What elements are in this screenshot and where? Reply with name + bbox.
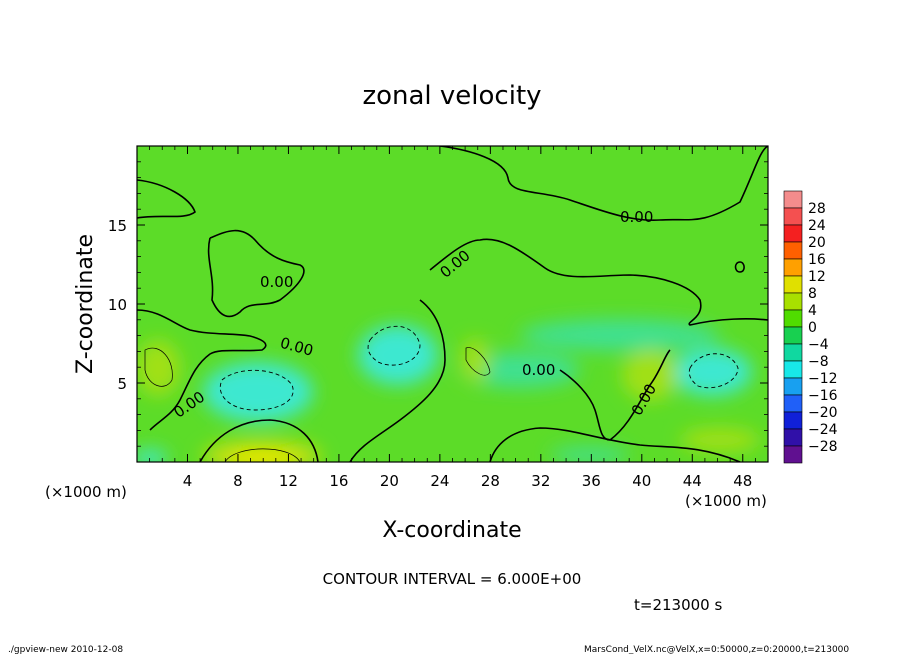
- colorbar-swatch: [783, 428, 803, 447]
- dashed-contours: [219, 325, 739, 411]
- colorbar-swatch: [783, 292, 803, 311]
- x-unit-label-right: (×1000 m): [685, 492, 767, 510]
- time-text: t=213000 s: [634, 596, 722, 614]
- colorbar-swatch: [783, 241, 803, 260]
- contour-top-main: [439, 146, 768, 221]
- field-blob-yellow-bottom: [227, 451, 297, 462]
- contour-center-loop: [349, 299, 446, 462]
- x-tick-label: 4: [183, 472, 193, 490]
- thin-contour-bottom: [224, 448, 301, 462]
- colorbar-swatch: [783, 394, 803, 413]
- contour-bottom-left: [199, 419, 319, 462]
- x-tick-label: 32: [531, 472, 550, 490]
- thin-contours: [144, 347, 491, 462]
- field-blob-teal-bottom-mid: [550, 447, 630, 462]
- colorbar-label: −28: [808, 439, 838, 455]
- field-blob-cyan-bottom-left: [137, 450, 168, 462]
- colorbar-label: 0: [808, 320, 817, 336]
- colorbar-swatch: [783, 190, 803, 209]
- thin-contour-center: [465, 347, 491, 376]
- colorbar-label: −20: [808, 405, 838, 421]
- colorbar-swatch: [783, 309, 803, 328]
- colorbar-swatch: [783, 275, 803, 294]
- colorbar-swatch: [783, 377, 803, 396]
- x-tick-label: 28: [481, 472, 500, 490]
- colorbar-swatch: [783, 224, 803, 243]
- contour-label: 0.00: [260, 273, 293, 291]
- footer-left: ./gpview-new 2010-12-08: [8, 645, 123, 654]
- chart-title: zonal velocity: [362, 81, 541, 111]
- colorbar-label: −4: [808, 337, 829, 353]
- contour-wave: [429, 238, 768, 326]
- colorbar-label: 20: [808, 235, 826, 251]
- contour-bottom-right: [489, 427, 741, 462]
- colorbar-swatch: [783, 258, 803, 277]
- field-blob-lime-left: [137, 340, 180, 396]
- field-blob-teal-lower: [460, 352, 580, 388]
- x-tick-label: 44: [683, 472, 702, 490]
- colorbar-swatch: [783, 207, 803, 226]
- contour-small-ring: [734, 261, 745, 273]
- x-tick-label: 40: [632, 472, 651, 490]
- field-blob-lime-bottom-right: [680, 428, 760, 452]
- x-unit-label-left: (×1000 m): [45, 483, 127, 501]
- field-blob-cyan-left: [203, 362, 313, 422]
- dashed-contour-right: [688, 353, 739, 389]
- field-blob-lime-center: [461, 338, 489, 382]
- x-tick-label: 24: [430, 472, 449, 490]
- contour-label: 0.00: [522, 361, 555, 379]
- contour-middle-band: [207, 229, 305, 318]
- x-tick-label: 36: [582, 472, 601, 490]
- plot-area: 0.00 0.00 0.00 0.00 0.00 0.00 0.00: [137, 146, 768, 462]
- colorbar-label: 16: [808, 252, 826, 268]
- colorbar-label: 8: [808, 286, 817, 302]
- contour-lines: [137, 146, 768, 462]
- contour-label: 0.00: [620, 208, 653, 226]
- field-blob-lime-right: [622, 349, 678, 401]
- contour-upper: [137, 179, 196, 219]
- colorbar-swatch: [783, 445, 803, 464]
- colorbar-label: −12: [808, 371, 838, 387]
- y-tick-label: 15: [108, 217, 127, 235]
- field-blob-cyan-right: [672, 348, 752, 396]
- dashed-contour-left: [219, 369, 294, 411]
- x-tick-label: 16: [329, 472, 348, 490]
- field-blob-teal-band: [520, 319, 720, 351]
- y-axis-label: Z-coordinate: [73, 234, 98, 374]
- colorbar-label: −16: [808, 388, 838, 404]
- colorbar-swatch: [783, 411, 803, 430]
- colorbar-swatch: [783, 343, 803, 362]
- y-axis-ticks: 5 10 15: [108, 161, 768, 447]
- x-tick-label: 8: [233, 472, 243, 490]
- thin-contour-left: [144, 347, 173, 387]
- colorbar-label: 28: [808, 201, 826, 217]
- colorbar-label: 24: [808, 218, 826, 234]
- x-tick-label: 12: [279, 472, 298, 490]
- y-tick-label: 5: [117, 375, 127, 393]
- y-tick-label: 10: [108, 296, 127, 314]
- colorbar-swatch: [783, 326, 803, 345]
- colorbar-label: −24: [808, 422, 838, 438]
- colorbar-swatch: [783, 360, 803, 379]
- x-axis-ticks: 4 8 12 16 20 24 28 32 36 40 44 48: [149, 146, 756, 490]
- x-tick-label: 20: [380, 472, 399, 490]
- colorbar-label: 12: [808, 269, 826, 285]
- colorbar-label: 4: [808, 303, 817, 319]
- dashed-contour-mid: [367, 325, 421, 366]
- x-tick-label: 48: [733, 472, 752, 490]
- x-axis-label: X-coordinate: [382, 518, 521, 543]
- contour-left-loop: [137, 309, 267, 431]
- footer-right: MarsCond_VelX.nc@VelX,x=0:50000,z=0:2000…: [584, 645, 849, 654]
- colorbar-label: −8: [808, 354, 829, 370]
- contour-interval-text: CONTOUR INTERVAL = 6.000E+00: [323, 570, 582, 588]
- field-blob-cyan-mid: [358, 325, 438, 385]
